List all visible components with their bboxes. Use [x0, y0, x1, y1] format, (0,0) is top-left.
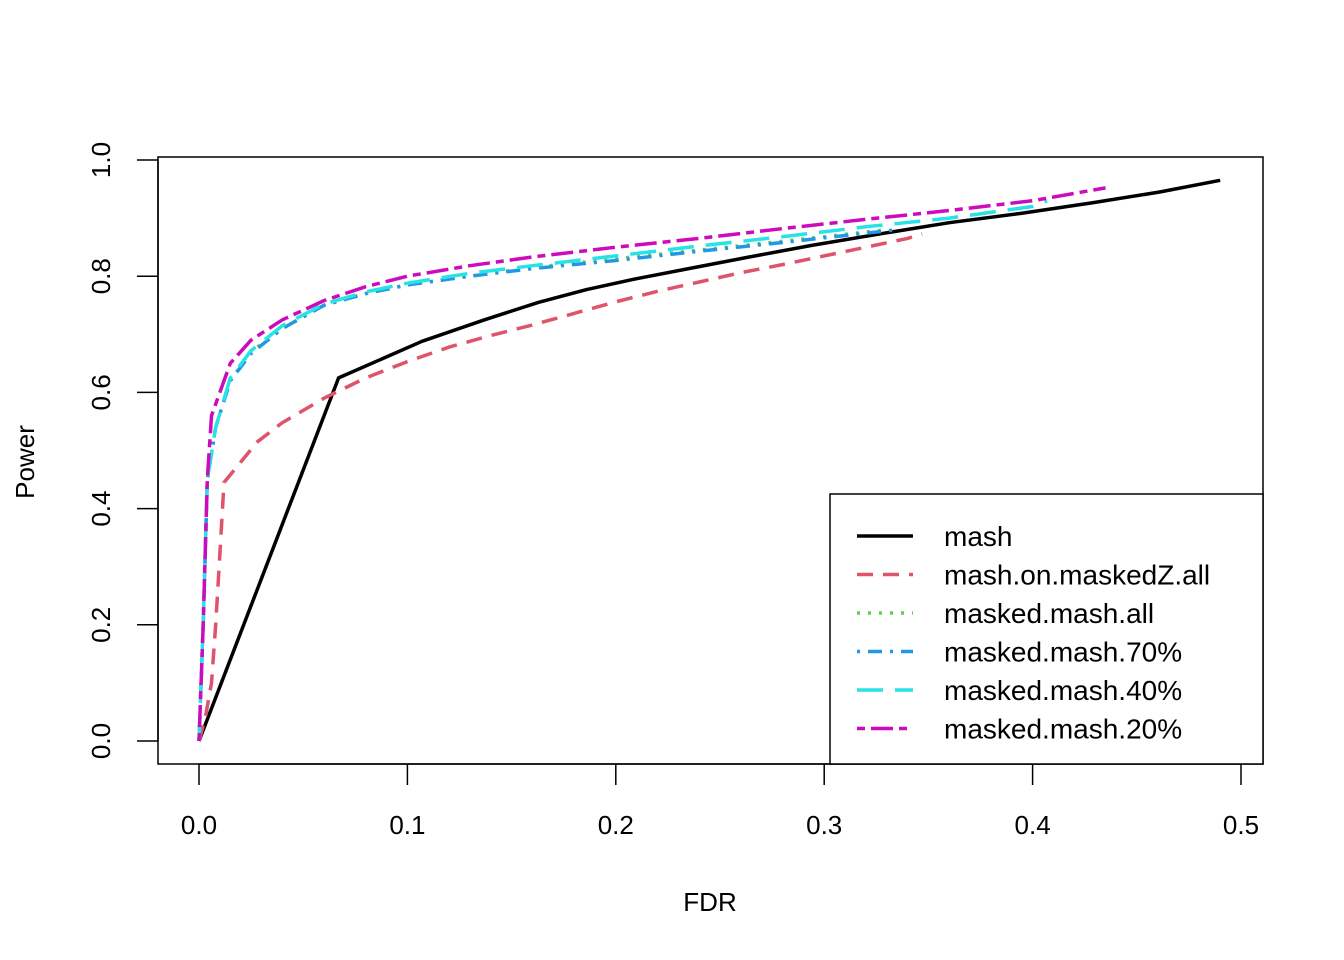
y-tick-label: 0.6 — [86, 374, 116, 410]
legend-label: masked.mash.70% — [944, 637, 1182, 668]
x-tick-label: 0.4 — [1015, 810, 1051, 840]
x-tick-label: 0.2 — [598, 810, 634, 840]
x-tick-label: 0.3 — [806, 810, 842, 840]
series-line-1 — [197, 178, 1221, 742]
y-tick-label: 0.4 — [86, 491, 116, 527]
legend-box — [829, 493, 1264, 765]
series-line-5 — [197, 199, 1048, 742]
x-tick-label: 0.5 — [1223, 810, 1259, 840]
series-line-4 — [197, 227, 898, 742]
x-axis-title: FDR — [683, 887, 736, 917]
legend-label: masked.mash.20% — [944, 714, 1182, 745]
series-line-6 — [197, 186, 1106, 742]
legend-label: masked.mash.40% — [944, 675, 1182, 706]
legend-label: mash — [944, 521, 1012, 552]
y-tick-label: 1.0 — [86, 142, 116, 178]
x-tick-label: 0.0 — [181, 810, 217, 840]
series-layer — [197, 178, 1221, 742]
y-axis: 0.0 0.2 0.4 0.6 0.8 1.0 — [86, 142, 159, 759]
y-tick-label: 0.8 — [86, 258, 116, 294]
legend-label: masked.mash.all — [944, 598, 1154, 629]
legend-label: mash.on.maskedZ.all — [944, 560, 1210, 591]
y-tick-label: 0.2 — [86, 607, 116, 643]
x-tick-label: 0.1 — [389, 810, 425, 840]
y-axis-title: Power — [10, 425, 40, 499]
y-tick-label: 0.0 — [86, 723, 116, 759]
series-line-2 — [197, 232, 923, 742]
legend: mash mash.on.maskedZ.all masked.mash.all ma… — [829, 493, 1264, 765]
